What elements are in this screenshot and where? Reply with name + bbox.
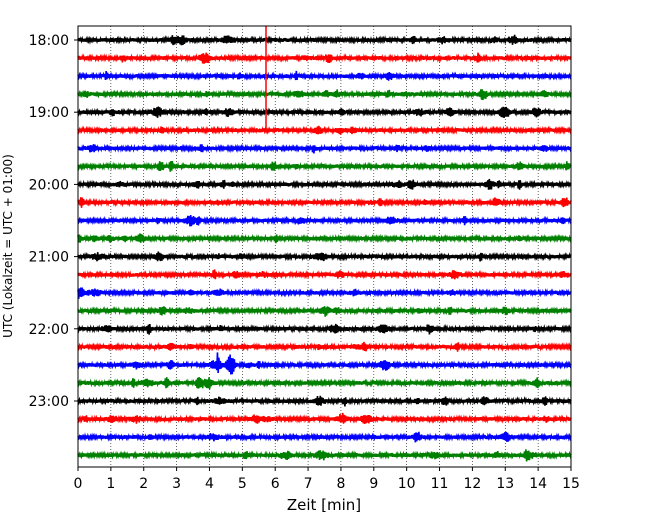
trace-line: [77, 89, 572, 100]
trace-line: [77, 431, 572, 443]
x-tick-label: 9: [369, 476, 378, 492]
x-axis-label: Zeit [min]: [287, 496, 361, 514]
y-tick-label: 22:00: [29, 322, 69, 338]
y-tick-label: 23:00: [29, 394, 69, 410]
y-tick-label: 18:00: [29, 33, 69, 49]
trace-line: [77, 287, 572, 299]
x-tick-label: 1: [106, 476, 115, 492]
trace-line: [77, 352, 572, 375]
x-tick-label: 13: [496, 476, 514, 492]
x-tick-label: 11: [431, 476, 449, 492]
trace-line: [77, 449, 572, 462]
x-tick-label: 15: [562, 476, 580, 492]
trace-line: [77, 269, 572, 280]
x-tick-label: 3: [172, 476, 181, 492]
trace-line: [77, 395, 572, 407]
trace-line: [77, 197, 572, 208]
trace-lines: [77, 26, 572, 462]
y-axis: 18:00 19:00 20:00 21:00 22:00 23:00: [29, 33, 78, 410]
x-tick-label: 7: [304, 476, 313, 492]
trace-line: [77, 178, 572, 190]
trace-line: [77, 34, 572, 46]
trace-line: [77, 323, 572, 335]
y-tick-label: 20:00: [29, 177, 69, 193]
plot-frame: [77, 25, 572, 468]
y-tick-label: 21:00: [29, 250, 69, 266]
trace-line: [77, 143, 572, 154]
x-tick-label: 10: [398, 476, 416, 492]
x-tick-label: 8: [336, 476, 345, 492]
x-tick-label: 14: [529, 476, 547, 492]
x-tick-label: 12: [463, 476, 481, 492]
trace-line: [77, 251, 572, 262]
trace-line: [77, 125, 572, 136]
x-tick-label: 6: [271, 476, 280, 492]
trace-line: [77, 377, 572, 390]
y-axis-label: UTC (Lokalzeit = UTC + 01:00): [1, 154, 15, 338]
x-tick-label: 2: [139, 476, 148, 492]
x-axis: 0 1 2 3 4 5 6 7 8 9 10 11 12 13 14 15: [74, 467, 580, 492]
trace-line: [77, 215, 572, 227]
y-tick-label: 19:00: [29, 105, 69, 121]
trace-line: [77, 412, 572, 425]
trace-line: [77, 106, 572, 119]
trace-line: [77, 160, 572, 172]
x-tick-label: 5: [238, 476, 247, 492]
x-tick-label: 0: [74, 476, 83, 492]
trace-line: [77, 233, 572, 244]
x-tick-label: 4: [205, 476, 214, 492]
trace-line: [77, 305, 572, 317]
trace-line: [77, 70, 572, 81]
trace-line: [77, 52, 572, 64]
trace-line: [77, 341, 572, 352]
